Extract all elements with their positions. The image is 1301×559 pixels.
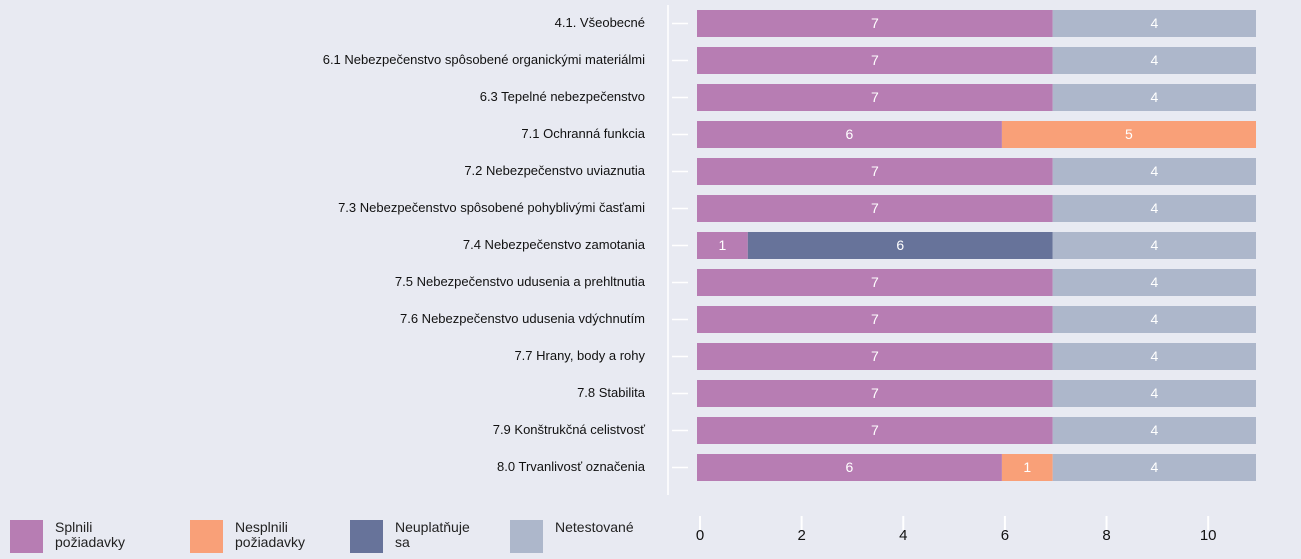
- value-label: 4: [1150, 348, 1158, 364]
- bar-segment: [697, 10, 1053, 37]
- value-label: 4: [1150, 163, 1158, 179]
- value-label: 7: [871, 52, 879, 68]
- bar-segment: [1001, 454, 1053, 481]
- bar-segment: [697, 343, 1053, 370]
- y-tick-label: 8.0 Trvanlivosť označenia: [497, 459, 646, 474]
- bar-segment: [1052, 47, 1256, 74]
- legend-swatch: [350, 520, 383, 553]
- bar-segment: [697, 47, 1053, 74]
- bar-segment: [1052, 158, 1256, 185]
- bar-segment: [697, 195, 1053, 222]
- value-label: 7: [871, 163, 879, 179]
- value-label: 6: [846, 459, 854, 475]
- x-tick-label: 2: [797, 527, 805, 544]
- y-tick-label: 7.1 Ochranná funkcia: [521, 126, 645, 141]
- bar-segment: [747, 232, 1053, 259]
- legend-label: Splnili požiadavky: [55, 519, 126, 550]
- x-tick-label: 8: [1102, 527, 1110, 544]
- bar-segment: [697, 306, 1053, 333]
- x-tick-label: 4: [899, 527, 907, 544]
- legend-item: Netestované: [510, 520, 635, 553]
- bar-segment: [697, 84, 1053, 111]
- y-tick-label: 4.1. Všeobecné: [555, 15, 645, 30]
- bar-segment: [1052, 10, 1256, 37]
- bar-segment: [1052, 343, 1256, 370]
- x-tick-label: 10: [1200, 527, 1217, 544]
- bar-segment: [1052, 417, 1256, 444]
- value-label: 4: [1150, 311, 1158, 327]
- value-label: 7: [871, 385, 879, 401]
- legend-swatch: [10, 520, 43, 553]
- y-tick-label: 7.3 Nebezpečenstvo spôsobené pohyblivými…: [338, 200, 645, 215]
- value-label: 7: [871, 15, 879, 31]
- value-label: 7: [871, 348, 879, 364]
- bar-segment: [1052, 84, 1256, 111]
- value-label: 6: [896, 237, 904, 253]
- bar-segment: [1052, 269, 1256, 296]
- legend-label: Nesplnili požiadavky: [235, 519, 306, 550]
- value-label: 4: [1150, 385, 1158, 401]
- bar-segment: [1052, 195, 1256, 222]
- bar-segment: [697, 158, 1053, 185]
- value-label: 7: [871, 200, 879, 216]
- legend-label: Neuplatňuje sa: [395, 519, 470, 550]
- value-label: 4: [1150, 459, 1158, 475]
- y-tick-label: 7.8 Stabilita: [577, 385, 646, 400]
- bar-segment: [1052, 380, 1256, 407]
- legend-item: Nesplnili požiadavky: [190, 520, 315, 553]
- value-label: 7: [871, 89, 879, 105]
- value-label: 4: [1150, 200, 1158, 216]
- value-label: 7: [871, 274, 879, 290]
- value-label: 7: [871, 311, 879, 327]
- legend-swatch: [190, 520, 223, 553]
- legend-swatch: [510, 520, 543, 553]
- y-tick-label: 6.3 Tepelné nebezpečenstvo: [480, 89, 645, 104]
- value-label: 1: [719, 237, 727, 253]
- value-label: 4: [1150, 237, 1158, 253]
- y-tick-label: 7.4 Nebezpečenstvo zamotania: [463, 237, 646, 252]
- y-tick-label: 7.7 Hrany, body a rohy: [514, 348, 645, 363]
- bar-segment: [697, 232, 748, 259]
- y-tick-label: 7.9 Konštrukčná celistvosť: [493, 422, 645, 437]
- value-label: 4: [1150, 89, 1158, 105]
- y-tick-label: 7.5 Nebezpečenstvo udusenia a prehltnuti…: [395, 274, 646, 289]
- bar-segment: [697, 417, 1053, 444]
- bar-segment: [697, 269, 1053, 296]
- y-tick-label: 6.1 Nebezpečenstvo spôsobené organickými…: [323, 52, 645, 67]
- value-label: 5: [1125, 126, 1133, 142]
- bar-segment: [697, 121, 1002, 148]
- legend-label: Netestované: [555, 519, 634, 535]
- x-tick-label: 0: [696, 527, 704, 544]
- legend-item: Splnili požiadavky: [10, 520, 135, 553]
- value-label: 4: [1150, 422, 1158, 438]
- bar-segment: [1052, 306, 1256, 333]
- value-label: 7: [871, 422, 879, 438]
- y-tick-label: 7.2 Nebezpečenstvo uviaznutia: [464, 163, 645, 178]
- bar-segment: [697, 454, 1002, 481]
- bar-segment: [1001, 121, 1256, 148]
- value-label: 1: [1023, 459, 1031, 475]
- value-label: 6: [846, 126, 854, 142]
- y-tick-label: 7.6 Nebezpečenstvo udusenia vdýchnutím: [400, 311, 645, 326]
- value-label: 4: [1150, 15, 1158, 31]
- bar-segment: [697, 380, 1053, 407]
- value-label: 4: [1150, 274, 1158, 290]
- bar-segment: [1052, 454, 1256, 481]
- legend-item: Neuplatňuje sa: [350, 520, 475, 553]
- value-label: 4: [1150, 52, 1158, 68]
- bar-segment: [1052, 232, 1256, 259]
- x-tick-label: 6: [1001, 527, 1009, 544]
